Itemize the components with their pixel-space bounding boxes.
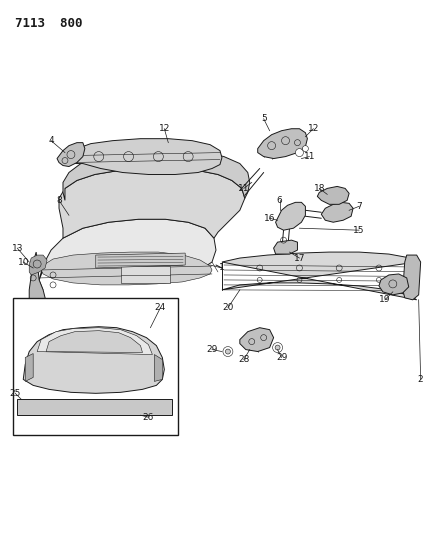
Text: 5: 5: [261, 114, 267, 123]
Text: 12: 12: [159, 124, 170, 133]
Text: 20: 20: [222, 303, 234, 312]
Polygon shape: [25, 353, 33, 382]
Polygon shape: [46, 330, 143, 352]
Polygon shape: [155, 354, 162, 382]
Text: 26: 26: [143, 413, 154, 422]
Text: 29: 29: [276, 353, 287, 362]
Polygon shape: [17, 399, 172, 415]
Polygon shape: [59, 168, 245, 238]
Polygon shape: [41, 252, 212, 285]
Text: 19: 19: [379, 295, 391, 304]
Polygon shape: [37, 328, 152, 354]
Circle shape: [273, 343, 282, 352]
Text: 28: 28: [238, 355, 250, 364]
Text: 4: 4: [48, 136, 54, 145]
Circle shape: [303, 146, 309, 151]
Polygon shape: [57, 143, 85, 166]
Text: 7: 7: [356, 202, 362, 211]
Text: 11: 11: [238, 184, 250, 193]
Polygon shape: [258, 129, 307, 158]
Circle shape: [226, 349, 230, 354]
FancyBboxPatch shape: [13, 298, 178, 435]
Polygon shape: [276, 203, 306, 230]
Polygon shape: [121, 266, 170, 283]
Polygon shape: [403, 255, 421, 300]
Text: 17: 17: [294, 254, 305, 263]
Polygon shape: [39, 219, 216, 282]
Polygon shape: [29, 252, 45, 310]
Text: 25: 25: [9, 389, 21, 398]
Text: 2: 2: [418, 375, 423, 384]
Polygon shape: [240, 328, 273, 352]
Polygon shape: [69, 139, 222, 174]
Text: 15: 15: [353, 225, 365, 235]
Text: 11: 11: [303, 152, 315, 161]
Circle shape: [223, 346, 233, 357]
Text: 18: 18: [314, 184, 325, 193]
Polygon shape: [273, 240, 297, 254]
Text: 7113  800: 7113 800: [15, 17, 83, 30]
Text: 8: 8: [56, 196, 62, 205]
Text: 16: 16: [264, 214, 275, 223]
Text: 29: 29: [206, 345, 218, 354]
Text: 24: 24: [155, 303, 166, 312]
Text: 12: 12: [308, 124, 319, 133]
Polygon shape: [29, 255, 47, 275]
Circle shape: [275, 345, 280, 350]
Text: 6: 6: [276, 196, 282, 205]
Polygon shape: [317, 187, 349, 204]
Polygon shape: [23, 327, 164, 393]
Text: 13: 13: [12, 244, 23, 253]
Polygon shape: [321, 203, 353, 222]
Polygon shape: [63, 150, 250, 200]
Polygon shape: [96, 253, 185, 268]
Polygon shape: [379, 274, 409, 295]
Polygon shape: [222, 252, 417, 300]
Circle shape: [295, 149, 303, 157]
Text: 10: 10: [18, 257, 29, 266]
Text: 1: 1: [219, 263, 225, 272]
